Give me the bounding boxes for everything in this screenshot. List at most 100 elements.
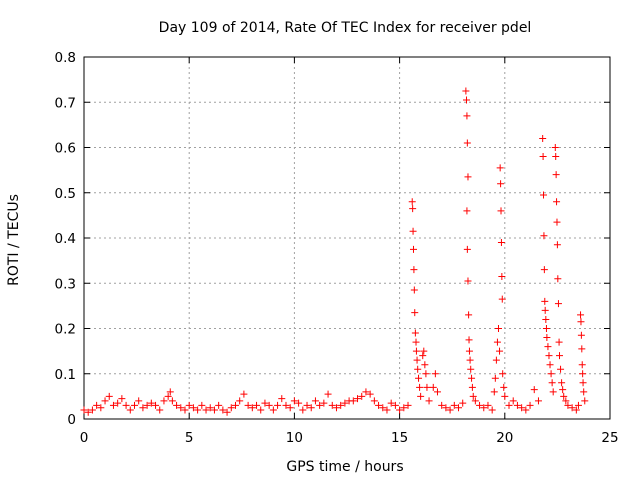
y-tick-label: 0.7 [55,95,76,111]
data-point [455,404,463,412]
data-point [552,153,560,161]
data-point [303,401,311,409]
data-point [471,397,479,405]
x-axis-label: GPS time / hours [286,459,403,475]
data-point [358,392,366,400]
data-point [240,390,248,398]
data-point [494,325,502,332]
data-point [498,295,506,303]
data-point [463,139,471,147]
data-point [560,392,568,400]
data-point [139,404,147,412]
data-point [236,397,244,405]
data-point [84,408,92,416]
data-point [431,370,439,378]
grid [84,57,610,419]
x-tick-label: 15 [391,430,408,446]
data-point [185,401,193,409]
data-point [554,275,562,283]
data-point [490,388,498,396]
x-tick-label: 0 [80,430,89,446]
data-point [324,390,332,398]
data-point [412,347,420,355]
data-point [522,406,530,414]
data-point [164,392,172,400]
data-point [562,397,570,405]
data-point [579,370,587,378]
x-tick-label: 25 [601,430,618,446]
data-point [467,365,475,373]
data-point [463,245,471,253]
data-point [118,395,126,403]
x-tick-label: 5 [185,430,194,446]
data-point [544,343,552,351]
data-point [463,96,471,104]
data-point [564,401,572,409]
data-point [320,399,328,407]
data-point [496,347,504,355]
data-point [554,300,562,308]
data-point [559,386,567,394]
data-point [429,383,437,391]
data-point [497,207,505,215]
data-point [265,401,273,409]
data-point [387,399,395,407]
data-point [493,338,501,346]
data-point [423,383,431,391]
data-point [341,399,349,407]
data-point [541,306,549,314]
data-point [553,218,561,226]
data-point [577,331,585,339]
data-point [465,336,473,344]
data-point [499,370,507,378]
data-point [181,406,189,414]
data-point [579,379,587,387]
data-point [278,395,286,403]
data-point [558,379,566,387]
data-point [379,404,387,412]
data-point [219,406,227,414]
data-point [166,388,174,396]
y-tick-label: 0.8 [55,50,76,66]
data-point [223,408,231,416]
data-point [415,374,423,382]
data-point [577,318,585,326]
data-point [194,406,202,414]
data-point [316,401,324,409]
data-point [568,404,576,412]
data-point [505,401,513,409]
data-point [497,239,505,247]
data-point [572,406,580,414]
data-point [332,404,340,412]
y-tick-label: 0.5 [55,186,76,202]
data-point [469,392,477,400]
data-point [578,345,586,353]
data-point [307,404,315,412]
data-point [553,241,561,249]
data-point [581,397,589,405]
data-point [391,401,399,409]
data-point [370,397,378,405]
data-point [462,87,470,95]
data-point [147,399,155,407]
data-point [189,404,197,412]
y-tick-label: 0.3 [55,276,76,292]
data-point [152,401,160,409]
data-point [409,205,417,213]
y-tick-label: 0.2 [55,322,76,338]
data-point [412,338,420,346]
y-tick-label: 0.6 [55,141,76,157]
data-point [173,401,181,409]
y-tick-label: 0 [67,412,76,428]
data-point [501,392,509,400]
data-point [215,401,223,409]
data-point [422,370,430,378]
data-points [80,87,589,416]
data-point [101,397,109,405]
data-point [543,334,551,342]
data-point [580,388,588,396]
plot-border [83,56,611,420]
data-point [328,401,336,409]
data-point [362,388,370,396]
x-tick-label: 20 [496,430,513,446]
